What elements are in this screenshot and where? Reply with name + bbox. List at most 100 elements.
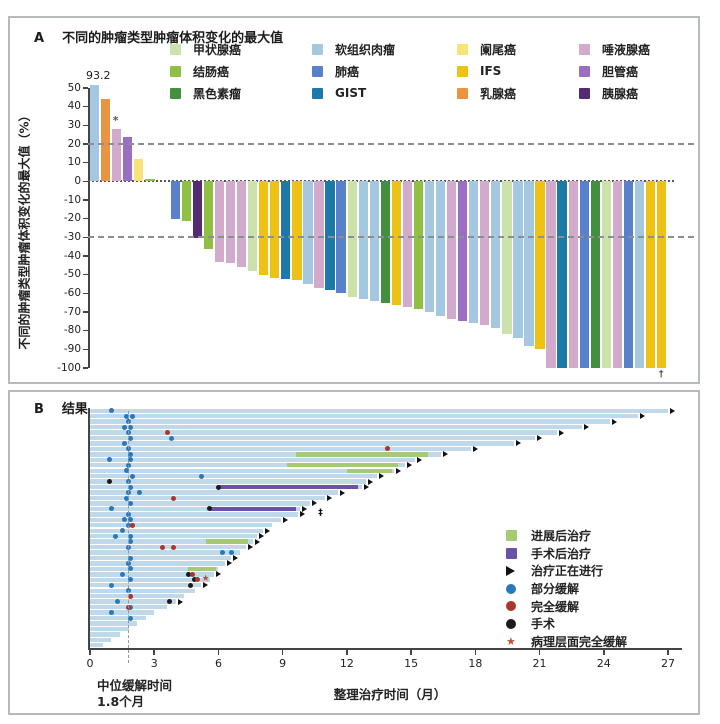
x-axis-tick-label: 21 <box>532 657 547 670</box>
waterfall-bar-gist <box>325 181 335 290</box>
swimmer-row-bar <box>90 490 339 495</box>
legend-item-thyroid: 甲状腺癌 <box>170 41 312 58</box>
y-axis-tick <box>83 348 88 351</box>
colon-swatch <box>170 65 181 77</box>
y-axis-tick <box>83 161 88 164</box>
legend-label: 甲状腺癌 <box>193 42 242 57</box>
y-axis-tick-label: -50 <box>63 268 81 281</box>
waterfall-bar-thyroid <box>502 181 512 335</box>
waterfall-bar-sts <box>491 181 501 328</box>
black-dot-swatch <box>506 618 520 629</box>
swimmer-row-bar <box>90 501 311 506</box>
waterfall-bar-salivary <box>546 181 556 368</box>
swimmer-row-bar <box>90 555 232 561</box>
panel-a-title: A 不同的肿瘤类型肿瘤体积变化的最大值 <box>34 27 283 46</box>
complete-response-dot <box>130 522 136 528</box>
swimmer-row-bar <box>90 512 298 517</box>
purple-square-icon <box>506 547 517 559</box>
swimmer-row-bar <box>90 550 240 555</box>
treatment-ongoing-arrow <box>258 533 264 540</box>
swimmer-row-bar <box>90 637 112 642</box>
partial-response-dot <box>128 500 134 506</box>
x-axis-tick-label: 24 <box>596 657 611 670</box>
x-axis-tick-label: 15 <box>404 657 419 670</box>
blue-dot-icon <box>506 583 516 594</box>
star-swatch: ★ <box>506 636 520 647</box>
waterfall-bar-sts <box>424 181 435 312</box>
pathologic-cr-star: ★ <box>201 574 210 585</box>
panel-b-label: B <box>34 402 44 417</box>
treatment-ongoing-arrow <box>282 516 288 523</box>
partial-response-dot <box>128 615 134 621</box>
waterfall-bar-bileduct <box>123 136 133 182</box>
arrow-icon <box>506 565 515 576</box>
x-axis-tick <box>667 649 669 655</box>
waterfall-bar-sts <box>469 181 479 324</box>
waterfall-bar-ifs <box>656 181 667 368</box>
complete-response-dot <box>160 544 166 550</box>
treatment-ongoing-arrow <box>417 456 423 463</box>
legend-item-gist: GIST <box>312 86 457 100</box>
treatment-ongoing-arrow <box>558 429 564 436</box>
swimmer-row-bar <box>90 588 195 593</box>
partial-response-dot <box>113 533 119 539</box>
treatment-ongoing-arrow <box>301 505 307 512</box>
complete-response-dot <box>385 446 391 452</box>
median-response-dashed-line <box>128 411 129 663</box>
legend-item-melanoma: 黑色素瘤 <box>170 85 312 102</box>
partial-response-dot <box>108 610 114 616</box>
treatment-ongoing-arrow <box>537 435 543 441</box>
bileduct-swatch <box>579 65 590 77</box>
panel-a-label: A <box>34 31 45 46</box>
outcome-legend-item: 部分缓解 <box>506 580 627 598</box>
median-response-label-line1: 中位缓解时间 <box>97 678 173 693</box>
outcome-legend-label: 手术 <box>531 617 556 632</box>
y-axis-tick-label: 0 <box>74 174 81 187</box>
complete-response-dot <box>170 495 176 501</box>
treatment-ongoing-arrow <box>515 440 521 447</box>
surgery-dot <box>207 506 213 512</box>
waterfall-bar-melanoma <box>380 181 390 303</box>
treatment-ongoing-arrow <box>473 445 479 452</box>
waterfall-bar-ifs <box>645 181 656 368</box>
swimmer-row-bar <box>90 577 210 582</box>
y-axis-tick <box>83 87 88 89</box>
legend-item-breast: 乳腺癌 <box>457 85 579 102</box>
outcome-legend-label: 进展后治疗 <box>531 529 592 544</box>
legend-label: 唾液腺癌 <box>602 42 651 57</box>
legend-label: 软组织肉瘤 <box>335 42 396 57</box>
y-axis-tick <box>83 236 88 239</box>
x-axis-tick <box>281 649 284 655</box>
reference-line-20 <box>88 143 694 145</box>
outcome-legend-label: 完全缓解 <box>531 599 580 614</box>
median-response-label: 中位缓解时间 1.8个月 <box>97 678 172 710</box>
waterfall-bar-thyroid <box>248 181 258 271</box>
y-axis-tick <box>83 367 88 369</box>
partial-response-dot <box>123 468 129 474</box>
treatment-ongoing-arrow <box>226 560 232 567</box>
legend-label: 乳腺癌 <box>480 86 517 101</box>
y-axis-tick-label: -30 <box>63 230 81 243</box>
panel-b-title: B 结果 <box>34 398 88 417</box>
breast-swatch <box>457 87 468 99</box>
outcome-legend-item: 治疗正在进行 <box>506 562 627 580</box>
complete-response-dot <box>194 577 200 583</box>
treatment-ongoing-arrow <box>395 467 401 474</box>
swimmer-row-bar <box>90 435 536 441</box>
outcome-legend-label: 病理层面完全缓解 <box>531 634 628 649</box>
star-icon: ★ <box>506 634 516 648</box>
x-axis-tick-label: 18 <box>468 657 483 670</box>
melanoma-swatch <box>170 87 181 99</box>
outcome-legend-item: ★ 病理层面完全缓解 <box>506 633 627 651</box>
partial-response-dot <box>228 550 234 556</box>
x-axis-tick <box>89 649 91 655</box>
surgery-dot <box>188 582 194 588</box>
partial-response-dot <box>130 473 136 479</box>
x-axis-tick <box>474 649 477 655</box>
swimmer-row-bar <box>90 643 103 648</box>
treatment-ongoing-arrow <box>378 473 384 480</box>
swimmer-row-bar <box>90 430 557 435</box>
y-axis-tick <box>83 143 88 145</box>
y-axis-tick <box>83 217 88 220</box>
waterfall-bar-lung <box>170 181 180 219</box>
